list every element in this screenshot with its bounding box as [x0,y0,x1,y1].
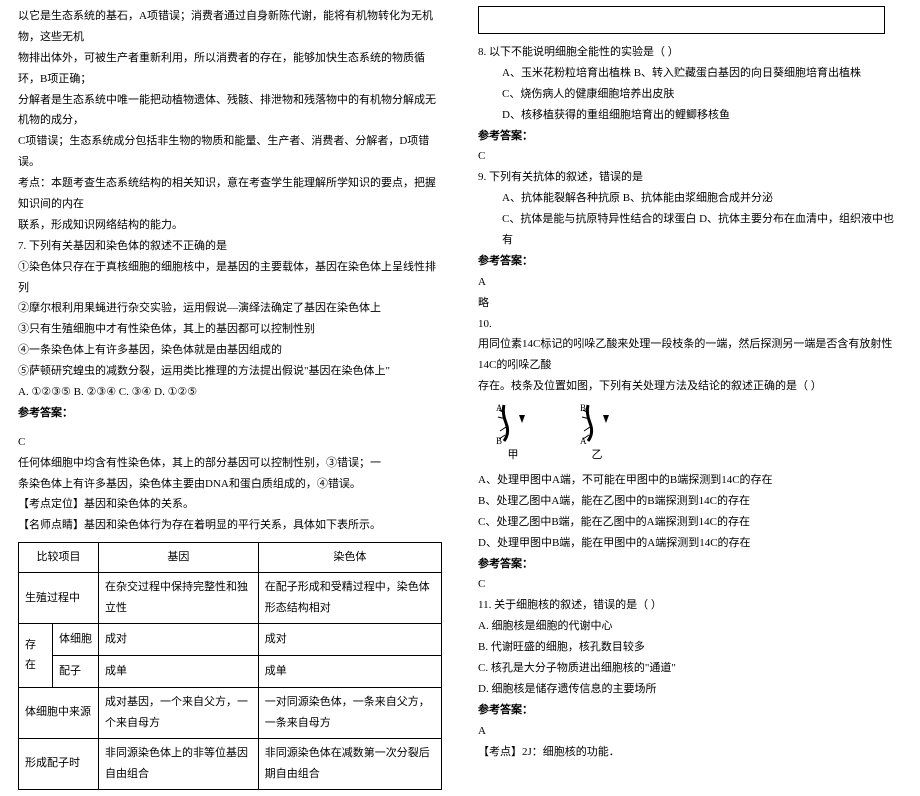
td: 生殖过程中 [19,573,99,624]
page-container: 以它是生态系统的基石，A项错误；消费者通过自身新陈代谢，能将有机物转化为无机物，… [0,0,920,796]
question-11: 11. 关于细胞核的叙述，错误的是（ ） [478,595,902,616]
td: 存在 [19,623,53,687]
th-compare: 比较项目 [19,543,99,573]
q11-opt-c: C. 核孔是大分子物质进出细胞核的"通道" [478,658,902,679]
q7-choices: A. ①②③⑤ B. ②③④ C. ③④ D. ①②⑤ [18,382,442,403]
twig-label-jia: 甲 [508,445,519,466]
td: 非同源染色体在减数第一次分裂后期自由组合 [258,738,441,789]
q10-text: 用同位素14C标记的吲哚乙酸来处理一段枝条的一端，然后探测另一端是否含有放射性1… [478,334,902,376]
kaodian: 【考点定位】基因和染色体的关系。 [18,494,442,515]
question-9: 9. 下列有关抗体的叙述，错误的是 [478,167,902,188]
answer-header: 参考答案： [478,700,902,721]
q10-opt-b: B、处理乙图中A端，能在乙图中的B端探测到14C的存在 [478,491,902,512]
answer-header: 参考答案： [18,403,442,424]
answer-header: 参考答案： [478,554,902,575]
mingshi: 【名师点睛】基因和染色体行为存在着明显的平行关系，具体如下表所示。 [18,515,442,536]
td: 配子 [53,655,99,687]
td: 一对同源染色体，一条来自父方，一条来自母方 [258,687,441,738]
body-text: 物排出体外，可被生产者重新利用，所以消费者的存在，能够加快生态系统的物质循环，B… [18,48,442,90]
body-text: 以它是生态系统的基石，A项错误；消费者通过自身新陈代谢，能将有机物转化为无机物，… [18,6,442,48]
th-chrom: 染色体 [258,543,441,573]
body-text: C项错误；生态系统成分包括非生物的物质和能量、生产者、消费者、分解者，D项错误。 [18,131,442,173]
question-7: 7. 下列有关基因和染色体的叙述不正确的是 [18,236,442,257]
explain-text: 任何体细胞中均含有性染色体，其上的部分基因可以控制性别，③错误；一 [18,453,442,474]
q8-opt-c: C、烧伤病人的健康细胞培养出皮肤 [478,84,902,105]
comparison-table: 比较项目 基因 染色体 生殖过程中 在杂交过程中保持完整性和独立性 在配子形成和… [18,542,442,789]
body-text: 考点：本题考查生态系统结构的相关知识，意在考查学生能理解所学知识的要点，把握知识… [18,173,442,215]
twig-yi: B A 乙 [580,401,614,466]
table-row: 配子 成单 成单 [19,655,442,687]
q8-opt-d: D、核移植获得的重组细胞培育出的鲤鲫移核鱼 [478,105,902,126]
q11-opt-a: A. 细胞核是细胞的代谢中心 [478,616,902,637]
td: 成对基因，一个来自父方，一个来自母方 [99,687,259,738]
table-row: 形成配子时 非同源染色体上的非等位基因自由组合 非同源染色体在减数第一次分裂后期… [19,738,442,789]
body-text: 分解者是生态系统中唯一能把动植物遗体、残骸、排泄物和残落物中的有机物分解成无机物… [18,90,442,132]
table-row: 体细胞中来源 成对基因，一个来自父方，一个来自母方 一对同源染色体，一条来自父方… [19,687,442,738]
table-row: 比较项目 基因 染色体 [19,543,442,573]
table-row: 生殖过程中 在杂交过程中保持完整性和独立性 在配子形成和受精过程中，染色体形态结… [19,573,442,624]
q10-opt-d: D、处理甲图中B端，能在甲图中的A端探测到14C的存在 [478,533,902,554]
q7-opt1: ①染色体只存在于真核细胞的细胞核中，是基因的主要载体，基因在染色体上呈线性排列 [18,257,442,299]
td: 在杂交过程中保持完整性和独立性 [99,573,259,624]
q7-answer: C [18,432,442,453]
q7-opt3: ③只有生殖细胞中才有性染色体，其上的基因都可以控制性别 [18,319,442,340]
kaodian-11: 【考点】2J：细胞核的功能． [478,742,902,763]
twig-diagram: A B 甲 B A 乙 [496,401,902,466]
q8-opt-a: A、玉米花粉粒培育出植株 B、转入贮藏蛋白基因的向日葵细胞培育出植株 [478,63,902,84]
td: 形成配子时 [19,738,99,789]
explain-text: 条染色体上有许多基因，染色体主要由DNA和蛋白质组成的，④错误。 [18,474,442,495]
answer-header: 参考答案： [478,251,902,272]
question-8: 8. 以下不能说明细胞全能性的实验是（ ） [478,42,902,63]
body-text: 联系，形成知识网络结构的能力。 [18,215,442,236]
q7-opt2: ②摩尔根利用果蝇进行杂交实验，运用假说—演绎法确定了基因在染色体上 [18,298,442,319]
td: 成单 [99,655,259,687]
q10-opt-c: C、处理乙图中B端，能在乙图中的A端探测到14C的存在 [478,512,902,533]
twig-jia: A B 甲 [496,401,530,466]
left-column: 以它是生态系统的基石，A项错误；消费者通过自身新陈代谢，能将有机物转化为无机物，… [0,0,460,796]
q10-opt-a: A、处理甲图中A端，不可能在甲图中的B端探测到14C的存在 [478,470,902,491]
th-gene: 基因 [99,543,259,573]
q10-answer: C [478,574,902,595]
label-b-icon: B [496,436,502,445]
answer-header: 参考答案： [478,126,902,147]
q9-answer-b: 略 [478,293,902,314]
q9-answer-a: A [478,272,902,293]
q10-text: 存在。枝条及位置如图，下列有关处理方法及结论的叙述正确的是（ ） [478,376,902,397]
q7-opt5: ⑤萨顿研究蝗虫的减数分裂，运用类比推理的方法提出假说"基因在染色体上" [18,361,442,382]
label-a-icon: A [580,436,587,445]
td: 非同源染色体上的非等位基因自由组合 [99,738,259,789]
q11-answer: A [478,721,902,742]
td: 在配子形成和受精过程中，染色体形态结构相对 [258,573,441,624]
q8-answer: C [478,146,902,167]
q9-opt-c: C、抗体是能与抗原特异性结合的球蛋白 D、抗体主要分布在血清中，组织液中也有 [478,209,902,251]
twig-label-yi: 乙 [592,445,603,466]
q11-opt-b: B. 代谢旺盛的细胞，核孔数目较多 [478,637,902,658]
right-column: 8. 以下不能说明细胞全能性的实验是（ ） A、玉米花粉粒培育出植株 B、转入贮… [460,0,920,796]
td: 体细胞中来源 [19,687,99,738]
empty-box [478,6,885,34]
q11-opt-d: D. 细胞核是储存遗传信息的主要场所 [478,679,902,700]
td: 成单 [258,655,441,687]
question-10-num: 10. [478,314,902,335]
q9-opt-a: A、抗体能裂解各种抗原 B、抗体能由浆细胞合成并分泌 [478,188,902,209]
q7-opt4: ④一条染色体上有许多基因，染色体就是由基因组成的 [18,340,442,361]
